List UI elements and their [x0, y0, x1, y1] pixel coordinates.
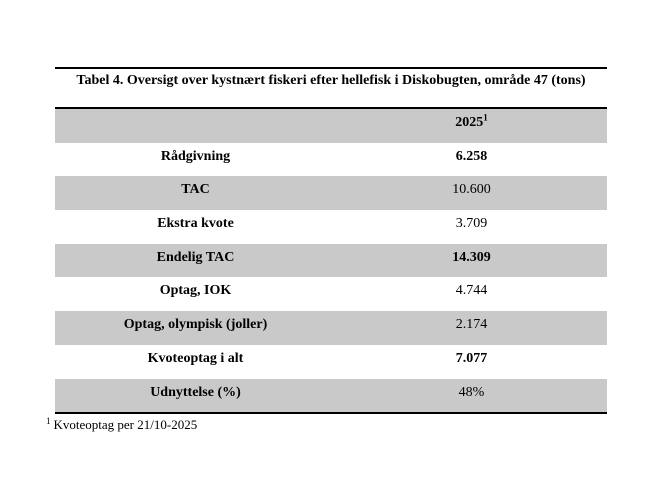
row-value: 48%	[458, 384, 485, 400]
row-value: 6.258	[455, 148, 488, 164]
row-value: 14.309	[452, 249, 491, 265]
footnote: 1 Kvoteoptag per 21/10-2025	[46, 415, 198, 433]
row-label: TAC	[181, 182, 210, 198]
header-footnote-marker: 1	[483, 112, 488, 123]
row-value: 2.174	[455, 317, 488, 333]
row-value: 7.077	[455, 350, 488, 366]
table-header-row: 20251	[55, 109, 607, 143]
table-row: Optag, olympisk (joller) 2.174	[55, 311, 607, 345]
table-row: TAC 10.600	[55, 176, 607, 211]
table-row: Optag, IOK 4.744	[55, 277, 607, 311]
header-empty-cell	[55, 115, 336, 143]
row-label: Optag, IOK	[159, 283, 232, 299]
row-label: Endelig TAC	[156, 249, 235, 265]
table-row: Rådgivning 6.258	[55, 143, 607, 177]
table-body: Rådgivning 6.258 TAC 10.600 Ekstra kvote 3.70…	[55, 143, 607, 413]
row-label: Kvoteoptag i alt	[147, 350, 244, 366]
row-label: Optag, olympisk (joller)	[123, 317, 268, 333]
table-row: Udnyttelse (%) 48%	[55, 378, 607, 413]
header-year-cell: 20251	[336, 112, 607, 143]
row-label: Ekstra kvote	[157, 216, 234, 232]
table-row: Kvoteoptag i alt 7.077	[55, 345, 607, 379]
footnote-marker: 1	[46, 415, 51, 426]
row-label: Udnyttelse (%)	[150, 384, 241, 400]
header-year-label: 2025	[455, 115, 484, 130]
row-value: 4.744	[455, 283, 488, 299]
table-row: Ekstra kvote 3.709	[55, 210, 607, 244]
data-table: 20251 Rådgivning 6.258 TAC 10.600 Ekstra kvo…	[55, 107, 607, 415]
footnote-text: Kvoteoptag per 21/10-2025	[53, 417, 198, 432]
row-value: 10.600	[452, 182, 491, 198]
table-title: Tabel 4. Oversigt over kystnært fiskeri …	[55, 67, 607, 90]
table-row: Endelig TAC 14.309	[55, 243, 607, 278]
row-label: Rådgivning	[160, 148, 231, 164]
row-value: 3.709	[455, 216, 488, 232]
